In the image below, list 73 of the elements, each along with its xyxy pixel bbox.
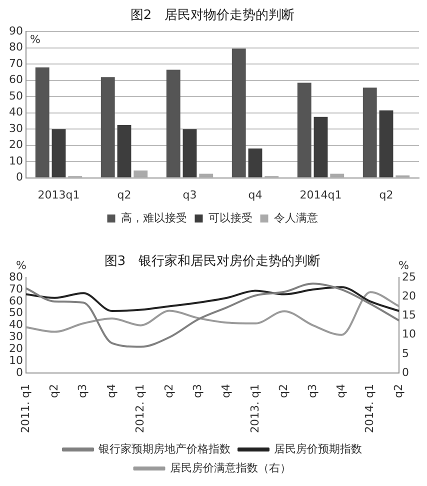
legend-label: 高，难以接受 — [120, 211, 187, 224]
y-tick-label: 70 — [8, 56, 23, 70]
bar — [232, 48, 246, 178]
y-tick-label: 0 — [16, 170, 23, 184]
y-axis-title: % — [16, 258, 26, 272]
legend-label: 居民房价预期指数 — [274, 442, 362, 456]
x-tick-label: q2 — [379, 188, 394, 202]
line-series — [24, 291, 400, 336]
bar — [314, 116, 328, 178]
y-tick-label: 50 — [8, 306, 23, 320]
x-tick-label: q3 — [306, 384, 319, 398]
x-tick-label: q4 — [104, 384, 118, 398]
legend-label: 令人满意 — [274, 211, 318, 224]
bar — [52, 129, 66, 178]
y2-tick-label: 0 — [402, 366, 410, 379]
x-tick-label: q3 — [76, 384, 90, 398]
y2-tick-label: 10 — [402, 328, 416, 341]
y-tick-label: 40 — [8, 318, 23, 332]
legend-label: 可以接受 — [208, 211, 252, 224]
bar — [166, 70, 180, 178]
x-tick-label: q2 — [392, 384, 405, 398]
y-axis-title: % — [30, 32, 40, 46]
y-tick-label: 20 — [8, 342, 23, 356]
y-tick-label: 30 — [8, 122, 23, 135]
x-tick-label: 2011. q1 — [18, 384, 32, 433]
x-tick-label: q3 — [191, 384, 204, 398]
y-tick-label: 10 — [8, 154, 23, 168]
bar — [297, 82, 312, 178]
bar — [182, 129, 197, 178]
bar — [117, 125, 132, 178]
y-tick-label: 70 — [8, 282, 23, 296]
bar — [134, 170, 148, 178]
y2-tick-label: 25 — [402, 270, 416, 284]
y-tick-label: 0 — [16, 366, 23, 379]
bar — [330, 174, 344, 178]
bar — [248, 148, 262, 178]
legend-label: 居民房价满意指数（右） — [170, 461, 291, 474]
x-tick-label: q2 — [162, 384, 176, 398]
x-tick-label: 2013q1 — [38, 188, 80, 202]
x-tick-label: 2012. q1 — [134, 384, 147, 433]
y-tick-label: 20 — [8, 138, 23, 152]
bar — [362, 88, 377, 178]
line-series — [24, 286, 400, 312]
x-tick-label: q2 — [48, 384, 61, 398]
x-tick-label: q3 — [182, 188, 197, 202]
y2-axis-title: % — [398, 258, 410, 272]
x-tick-label: q2 — [117, 188, 132, 202]
bar — [35, 67, 50, 178]
bar — [379, 110, 394, 178]
y2-tick-label: 5 — [402, 346, 410, 360]
y-tick-label: 60 — [8, 294, 23, 308]
x-tick-label: 2013. q1 — [248, 384, 262, 433]
y-tick-label: 60 — [8, 73, 23, 86]
y-tick-label: 40 — [8, 106, 23, 119]
x-tick-label: q4 — [334, 384, 348, 398]
y-tick-label: 30 — [8, 330, 23, 344]
y-tick-label: 80 — [8, 40, 23, 54]
y2-tick-label: 20 — [402, 290, 416, 303]
y2-tick-label: 15 — [402, 308, 416, 322]
bar — [100, 77, 115, 178]
x-tick-label: q4 — [220, 384, 233, 398]
legend-label: 银行家预期房地产价格指数 — [98, 442, 230, 456]
x-tick-label: q4 — [248, 188, 262, 202]
bar — [199, 174, 214, 178]
y-tick-label: 80 — [8, 270, 23, 284]
x-tick-label: q2 — [277, 384, 290, 398]
x-tick-label: 2014. q1 — [363, 384, 376, 433]
x-tick-label: 2014q1 — [300, 188, 342, 202]
y-tick-label: 10 — [8, 354, 23, 367]
chart-title: 图3 银行家和居民对房价走势的判断 — [104, 253, 321, 270]
y-tick-label: 90 — [8, 24, 23, 38]
y-tick-label: 50 — [8, 89, 23, 102]
chart-title: 图2 居民对物价走势的判断 — [130, 8, 295, 24]
